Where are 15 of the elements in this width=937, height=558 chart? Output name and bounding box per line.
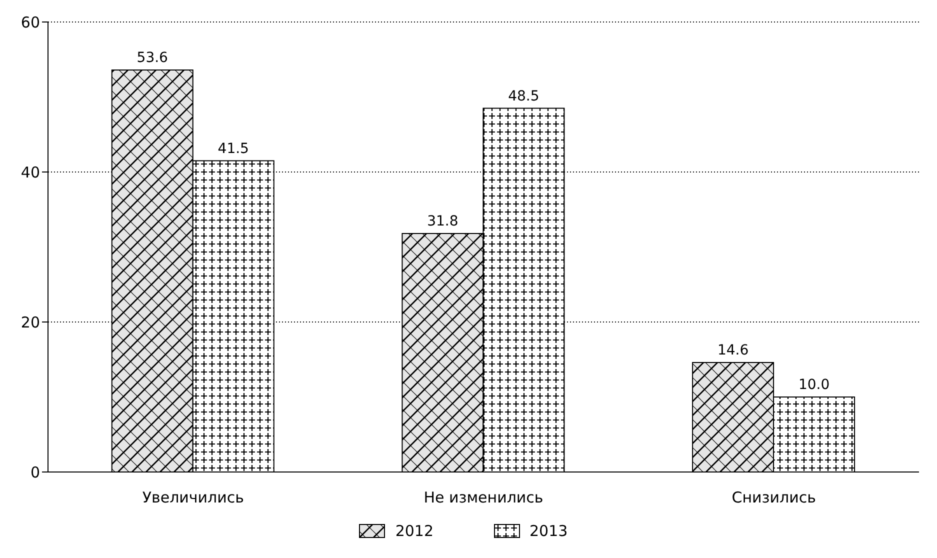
y-tick-label: 40	[20, 163, 40, 182]
data-label: 14.6	[717, 342, 749, 358]
y-tick-label: 60	[20, 13, 40, 32]
data-label: 48.5	[508, 88, 540, 104]
data-label: 10.0	[798, 377, 830, 393]
x-tick-label: Не изменились	[424, 488, 544, 507]
data-label: 53.6	[136, 50, 168, 66]
y-tick-label: 0	[30, 463, 40, 482]
data-label: 41.5	[218, 140, 249, 157]
y-tick-label: 20	[20, 313, 40, 332]
x-tick-label: Увеличились	[142, 488, 244, 507]
legend-label: 2012	[395, 522, 434, 540]
x-tick-label: Снизились	[732, 488, 816, 507]
legend-label: 2013	[530, 522, 568, 540]
data-label: 31.8	[427, 214, 458, 230]
